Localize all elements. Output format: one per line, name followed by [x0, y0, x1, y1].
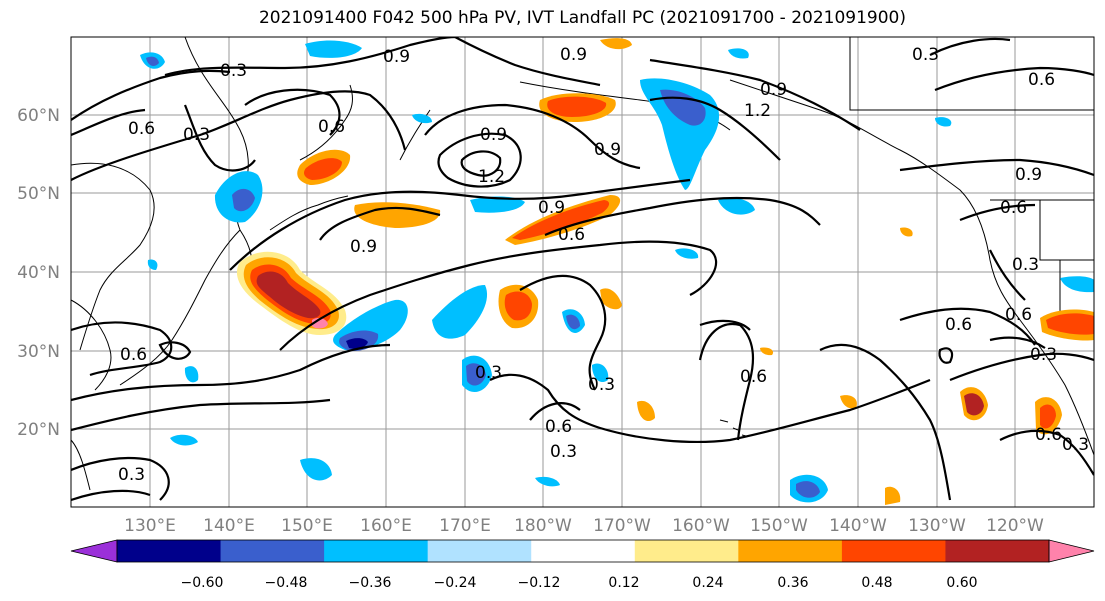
contour-label: 0.3 [1012, 255, 1039, 275]
contour-label: 0.3 [550, 442, 577, 462]
colorbar-segment [531, 540, 636, 562]
colorbar-extend-max [1048, 539, 1095, 563]
map-frame [70, 36, 1095, 508]
colorbar-tick-label: −0.12 [518, 575, 561, 591]
pv-line-contours [71, 37, 1094, 502]
lon-label: 130°W [908, 516, 966, 536]
colorbar-segment [945, 540, 1050, 562]
lon-label: 170°E [439, 516, 491, 536]
contour-label-group: 0.3 0.6 0.3 0.6 0.9 0.9 1.2 0.9 0.6 0.9 … [118, 45, 1089, 485]
contour-label: 0.6 [558, 225, 585, 245]
contour-label: 0.9 [383, 47, 410, 67]
contour-label: 0.3 [475, 363, 502, 383]
contour-label: 0.6 [120, 345, 147, 365]
lon-label: 150°W [750, 516, 808, 536]
lat-label: 50°N [17, 184, 60, 204]
contour-label: 0.6 [545, 417, 572, 437]
colorbar-segment [117, 540, 222, 562]
lon-label: 160°E [360, 516, 412, 536]
contour-label: 1.2 [744, 101, 771, 121]
colorbar-extend-min [70, 539, 118, 563]
colorbar-tick-label: 0.48 [861, 575, 892, 591]
map-title: 2021091400 F042 500 hPa PV, IVT Landfall… [258, 8, 906, 28]
contour-label: 0.9 [538, 198, 565, 218]
contour-label: 0.6 [740, 367, 767, 387]
lon-label: 140°W [829, 516, 887, 536]
lat-label: 40°N [17, 263, 60, 283]
contour-label: 0.6 [318, 117, 345, 137]
colorbar-tick-label: 0.36 [777, 575, 808, 591]
contour-label: 0.3 [220, 61, 247, 81]
colorbar-tick-label: −0.36 [349, 575, 392, 591]
colorbar-border [116, 539, 1050, 563]
contour-label: 0.6 [128, 119, 155, 139]
contour-label: 0.9 [760, 80, 787, 100]
lon-label: 120°W [986, 516, 1044, 536]
colorbar-segment [427, 540, 532, 562]
lon-label: 170°W [593, 516, 651, 536]
contour-label: 0.9 [594, 140, 621, 160]
colorbar [70, 539, 1095, 563]
lat-label: 20°N [17, 420, 60, 440]
contour-label: 0.6 [1035, 425, 1062, 445]
lon-label: 150°E [281, 516, 333, 536]
contour-label: 0.6 [1005, 305, 1032, 325]
lon-label: 180°W [514, 516, 572, 536]
colorbar-tick-label: −0.48 [265, 575, 308, 591]
latitude-labels: 60°N 50°N 40°N 30°N 20°N [17, 106, 60, 440]
contour-label: 0.6 [1000, 198, 1027, 218]
colorbar-tick-label: 0.60 [946, 575, 977, 591]
colorbar-tick-label: −0.60 [181, 575, 224, 591]
contour-label: 0.3 [588, 375, 615, 395]
lon-label: 140°E [203, 516, 255, 536]
colorbar-segment [324, 540, 429, 562]
colorbar-segment [634, 540, 739, 562]
contour-label: 0.9 [1015, 165, 1042, 185]
longitude-labels: 130°E 140°E 150°E 160°E 170°E 180°W 170°… [124, 516, 1044, 536]
colorbar-tick-label: 0.24 [692, 575, 723, 591]
lon-label: 160°W [672, 516, 730, 536]
contour-label: 0.6 [1028, 70, 1055, 90]
colorbar-segment [220, 540, 325, 562]
pv-filled-contours [140, 38, 1094, 505]
contour-label: 0.3 [912, 45, 939, 65]
contour-label: 0.9 [560, 45, 587, 65]
contour-label: 0.3 [1062, 435, 1089, 455]
contour-label: 0.9 [350, 237, 377, 257]
colorbar-tick-label: 0.12 [608, 575, 639, 591]
contour-label: 0.6 [945, 315, 972, 335]
contour-label: 0.3 [1030, 345, 1057, 365]
lon-label: 130°E [124, 516, 176, 536]
colorbar-tick-labels: −0.60 −0.48 −0.36 −0.24 −0.12 0.12 0.24 … [181, 575, 978, 591]
colorbar-segment [841, 540, 946, 562]
lat-label: 60°N [17, 106, 60, 126]
colorbar-tick-label: −0.24 [434, 575, 477, 591]
contour-label: 0.3 [183, 125, 210, 145]
contour-label: 0.3 [118, 465, 145, 485]
contour-label: 1.2 [478, 167, 505, 187]
contour-label: 0.9 [480, 125, 507, 145]
lat-label: 30°N [17, 342, 60, 362]
colorbar-segment [738, 540, 843, 562]
